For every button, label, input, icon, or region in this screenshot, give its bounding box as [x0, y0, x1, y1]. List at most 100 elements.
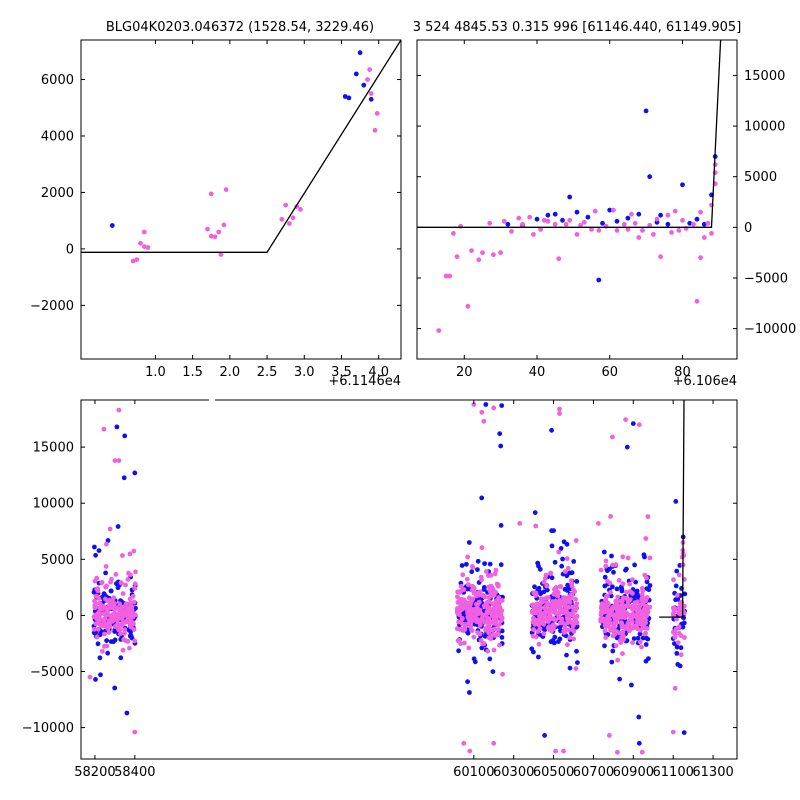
top-left-light-curve-panel: BLG04K0203.046372 (1528.54, 3229.46) +6.… [30, 20, 402, 389]
bottom-cluster-1-pink-point [499, 608, 505, 614]
bottom-cluster-2-blue-point [564, 652, 569, 658]
bottom-cluster-0-pink-point [93, 601, 98, 607]
bottom-cluster-2-blue-point [549, 543, 555, 549]
bottom-cluster-1-pink-point [480, 618, 486, 623]
tr-pink-point [589, 227, 594, 232]
tl-pink-point [374, 111, 380, 116]
tl-pink-point [134, 257, 140, 262]
bottom-cluster-1-blue-point [487, 656, 493, 662]
tr-y-tick-label: 10000 [744, 120, 785, 135]
bottom-cluster-2-blue-point [571, 559, 577, 564]
bottom-cluster-3-blue-point [643, 642, 649, 647]
bottom-cluster-1-pink-point [459, 597, 465, 602]
bt-axes-frame [80, 399, 738, 760]
bottom-cluster-3-blue-point [646, 656, 651, 661]
bottom-cluster-2-pink-point [556, 549, 562, 555]
tr-pink-point [658, 254, 663, 260]
tl-pink-point [221, 222, 227, 228]
tr-pink-point [516, 215, 522, 221]
tr-blue-point [680, 182, 685, 188]
bottom-cluster-0-pink-point [97, 600, 103, 606]
bottom-cluster-1-pink-point [466, 608, 472, 614]
bottom-cluster-2-pink-point [573, 603, 579, 608]
bottom-cluster-0-pink-point [94, 634, 100, 640]
bottom-cluster-0-pink-point [127, 551, 133, 557]
bottom-cluster-0-pink-point [121, 608, 127, 614]
bottom-cluster-0-pink-point [119, 622, 125, 628]
tl-blue-point [361, 82, 367, 88]
tl-pink-point [130, 258, 136, 264]
bottom-cluster-2-pink-point [565, 642, 570, 648]
tl-axes-frame [80, 39, 402, 360]
bottom-cluster-0-pink-point [127, 609, 133, 615]
bottom-cluster-0-blue-point [93, 552, 98, 558]
bottom-cluster-3-pink-point [616, 578, 622, 583]
bottom-cluster-0-pink-point [91, 626, 97, 632]
bottom-cluster-1-blue-point [475, 567, 480, 572]
bottom-cluster-2-pink-point [542, 576, 548, 581]
bottom-cluster-2-blue-point [564, 541, 570, 547]
bottom-cluster-0-pink-point [117, 601, 123, 607]
tl-x-tick-label: 4.0 [368, 365, 389, 380]
bottom-cluster-1-blue-point [481, 587, 487, 592]
tl-model-line [81, 40, 401, 253]
tr-pink-point [487, 220, 493, 226]
bottom-cluster-1-pink-point [465, 582, 471, 588]
bottom-cluster-3-pink-point [602, 628, 608, 634]
tr-pink-point [647, 222, 653, 228]
bt-pink-point [672, 685, 678, 691]
bt-pink-point [557, 411, 562, 416]
tr-pink-point [447, 273, 453, 279]
bottom-cluster-3-pink-point [625, 599, 631, 605]
bottom-cluster-2-pink-point [568, 578, 574, 583]
tr-pink-point [578, 222, 583, 228]
bottom-cluster-3-pink-point [644, 611, 649, 617]
bt-pink-point [517, 521, 523, 526]
bottom-cluster-1-pink-point [490, 601, 495, 607]
tr-pink-point [709, 231, 714, 236]
bottom-cluster-3-pink-point [632, 600, 638, 605]
bottom-cluster-3-pink-point [605, 614, 610, 620]
bottom-cluster-2-pink-point [543, 604, 548, 610]
bottom-cluster-0-blue-point [101, 591, 107, 597]
bt-pink-point [553, 748, 558, 754]
bottom-cluster-0-pink-point [117, 610, 123, 616]
tr-pink-point [632, 220, 638, 226]
bottom-cluster-0-pink-point [101, 604, 107, 610]
bottom-cluster-2-blue-point [557, 636, 563, 642]
bottom-cluster-1-pink-point [470, 583, 475, 589]
tr-pink-point [640, 228, 645, 233]
bottom-cluster-0-blue-point [108, 639, 114, 644]
bottom-cluster-3-blue-point [619, 588, 625, 594]
bottom-cluster-3-pink-point [630, 625, 636, 631]
bottom-cluster-2-pink-point [571, 608, 577, 614]
tl-plot-area [81, 40, 401, 264]
tl-blue-point [368, 96, 374, 102]
bottom-cluster-4-blue-point [674, 644, 680, 650]
bottom-cluster-2-pink-point [541, 579, 547, 585]
bt-y-tick-label: −5000 [30, 665, 74, 680]
bt-plot-area [87, 400, 688, 755]
tr-pink-point [574, 232, 580, 237]
bottom-cluster-3-pink-point [610, 605, 615, 611]
bottom-cluster-1-pink-point [470, 564, 475, 569]
tr-blue-point [625, 215, 631, 221]
bottom-cluster-3-pink-point [604, 593, 609, 599]
tr-blue-point [636, 211, 642, 217]
bottom-cluster-0-blue-point [127, 633, 133, 639]
tr-pink-point [476, 257, 482, 263]
bottom-cluster-3-blue-point [609, 659, 615, 665]
tr-pink-point [491, 252, 496, 258]
tr-pink-point [705, 220, 711, 226]
tl-pink-point [205, 226, 210, 232]
bottom-cluster-0-pink-point [125, 577, 131, 582]
bottom-cluster-3-blue-point [617, 676, 622, 682]
bottom-cluster-3-pink-point [620, 629, 626, 635]
bottom-cluster-0-pink-point [94, 616, 100, 621]
bt-blue-point [124, 710, 130, 716]
bottom-cluster-0-pink-point [108, 579, 113, 585]
tr-pink-point [592, 208, 598, 214]
bottom-cluster-2-pink-point [573, 538, 579, 543]
tr-pink-point [698, 255, 703, 261]
bottom-cluster-3-pink-point [619, 622, 625, 628]
